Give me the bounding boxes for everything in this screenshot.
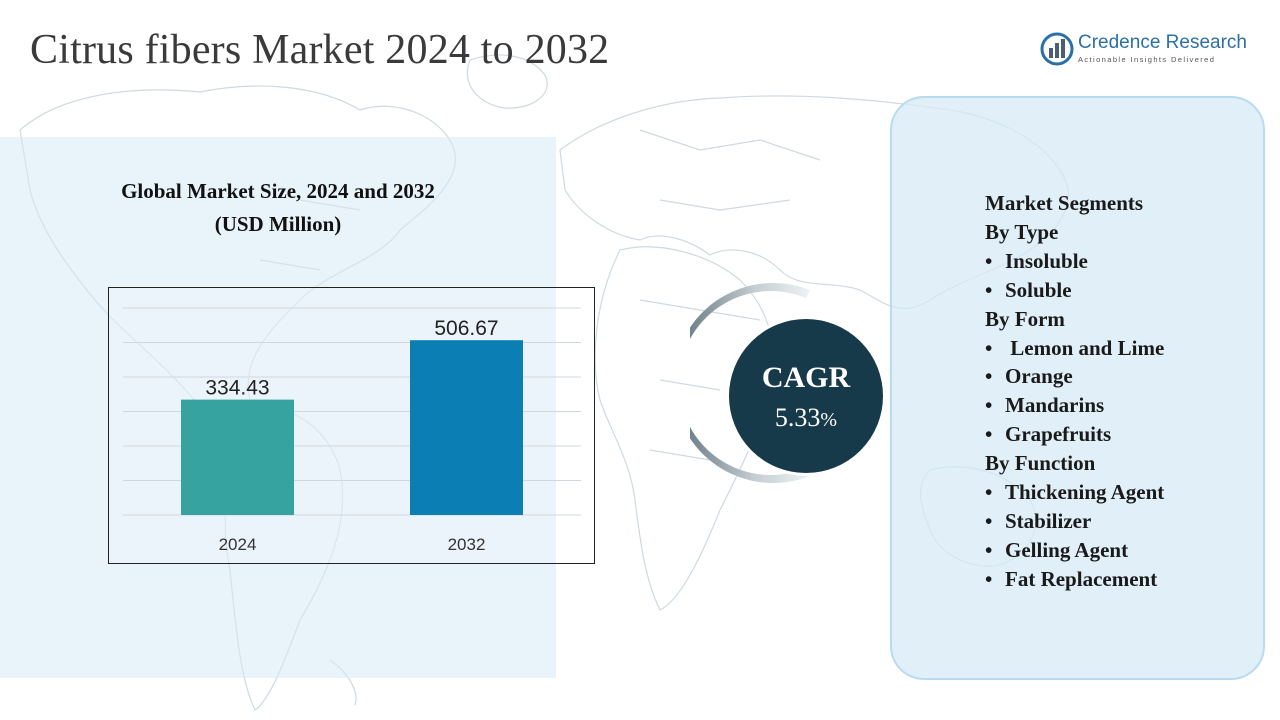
bar-chart: 334.43 2024 506.67 2032 [108,287,595,564]
bullet-icon: • [985,248,993,273]
chart-title-line-1: Global Market Size, 2024 and 2032 [121,179,435,203]
x-tick-label: 2024 [219,535,257,554]
cagr-circle: CAGR 5.33% [726,316,886,476]
segment-item-label: Mandarins [1005,393,1105,418]
segment-item: • Gelling Agent [985,536,1164,565]
segment-item-label: Lemon and Lime [1005,335,1165,360]
bar-2024 [181,399,294,515]
segments-heading: Market Segments [985,191,1144,215]
logo-mark-icon [1040,32,1074,66]
segment-item: • Insoluble [985,247,1164,276]
chart-title: Global Market Size, 2024 and 2032 (USD M… [60,175,496,241]
segment-item: • Stabilizer [985,507,1164,536]
segment-group-title: By Form [985,306,1065,331]
segment-item: • Mandarins [985,391,1164,420]
segment-item-label: Soluble [1005,277,1072,302]
logo-tagline: Actionable Insights Delivered [1078,55,1216,64]
cagr-label: CAGR [761,361,851,394]
bullet-icon: • [985,508,993,533]
cagr-value-line: 5.33% [729,403,883,433]
chart-title-line-2: (USD Million) [214,212,342,236]
data-label: 506.67 [434,317,498,340]
segment-item-label: Grapefruits [1005,422,1112,447]
cagr-value: 5.33 [774,403,821,432]
bullet-icon: • [985,364,993,389]
bar-chart-svg: 334.43 2024 506.67 2032 [123,307,581,554]
bullet-icon: • [985,393,993,418]
logo-name: Credence Research [1078,32,1247,53]
credence-research-logo: Credence Research Actionable Insights De… [1040,30,1255,70]
segment-item: • Thickening Agent [985,478,1164,507]
bullet-icon: • [985,335,993,360]
segment-item-label: Thickening Agent [1005,480,1165,505]
bullet-icon: • [985,277,993,302]
cagr-badge: CAGR 5.33% [690,278,900,488]
segment-item: • Fat Replacement [985,565,1164,594]
bullet-icon: • [985,566,993,591]
segments-list: Market Segments By Type • Insoluble • Solubl… [985,189,1164,594]
segment-item: • Soluble [985,276,1164,305]
data-label: 334.43 [205,377,269,400]
segment-item-label: Stabilizer [1005,508,1092,533]
segment-group-title: By Function [985,451,1096,476]
bullet-icon: • [985,422,993,447]
cagr-unit: % [820,409,838,431]
x-tick-label: 2032 [448,535,486,554]
segment-item: • Grapefruits [985,420,1164,449]
bar-2032 [410,340,523,515]
bullet-icon: • [985,537,993,562]
segment-item-label: Gelling Agent [1005,537,1129,562]
segment-item: • Orange [985,362,1164,391]
segment-item: • Lemon and Lime [985,334,1164,363]
segment-item-label: Insoluble [1005,248,1088,273]
segment-item-label: Orange [1005,364,1073,389]
segment-item-label: Fat Replacement [1005,566,1158,591]
page-title: Citrus fibers Market 2024 to 2032 [30,27,610,73]
segment-group-title: By Type [985,219,1059,244]
segments-panel [890,96,1265,680]
bullet-icon: • [985,480,993,505]
